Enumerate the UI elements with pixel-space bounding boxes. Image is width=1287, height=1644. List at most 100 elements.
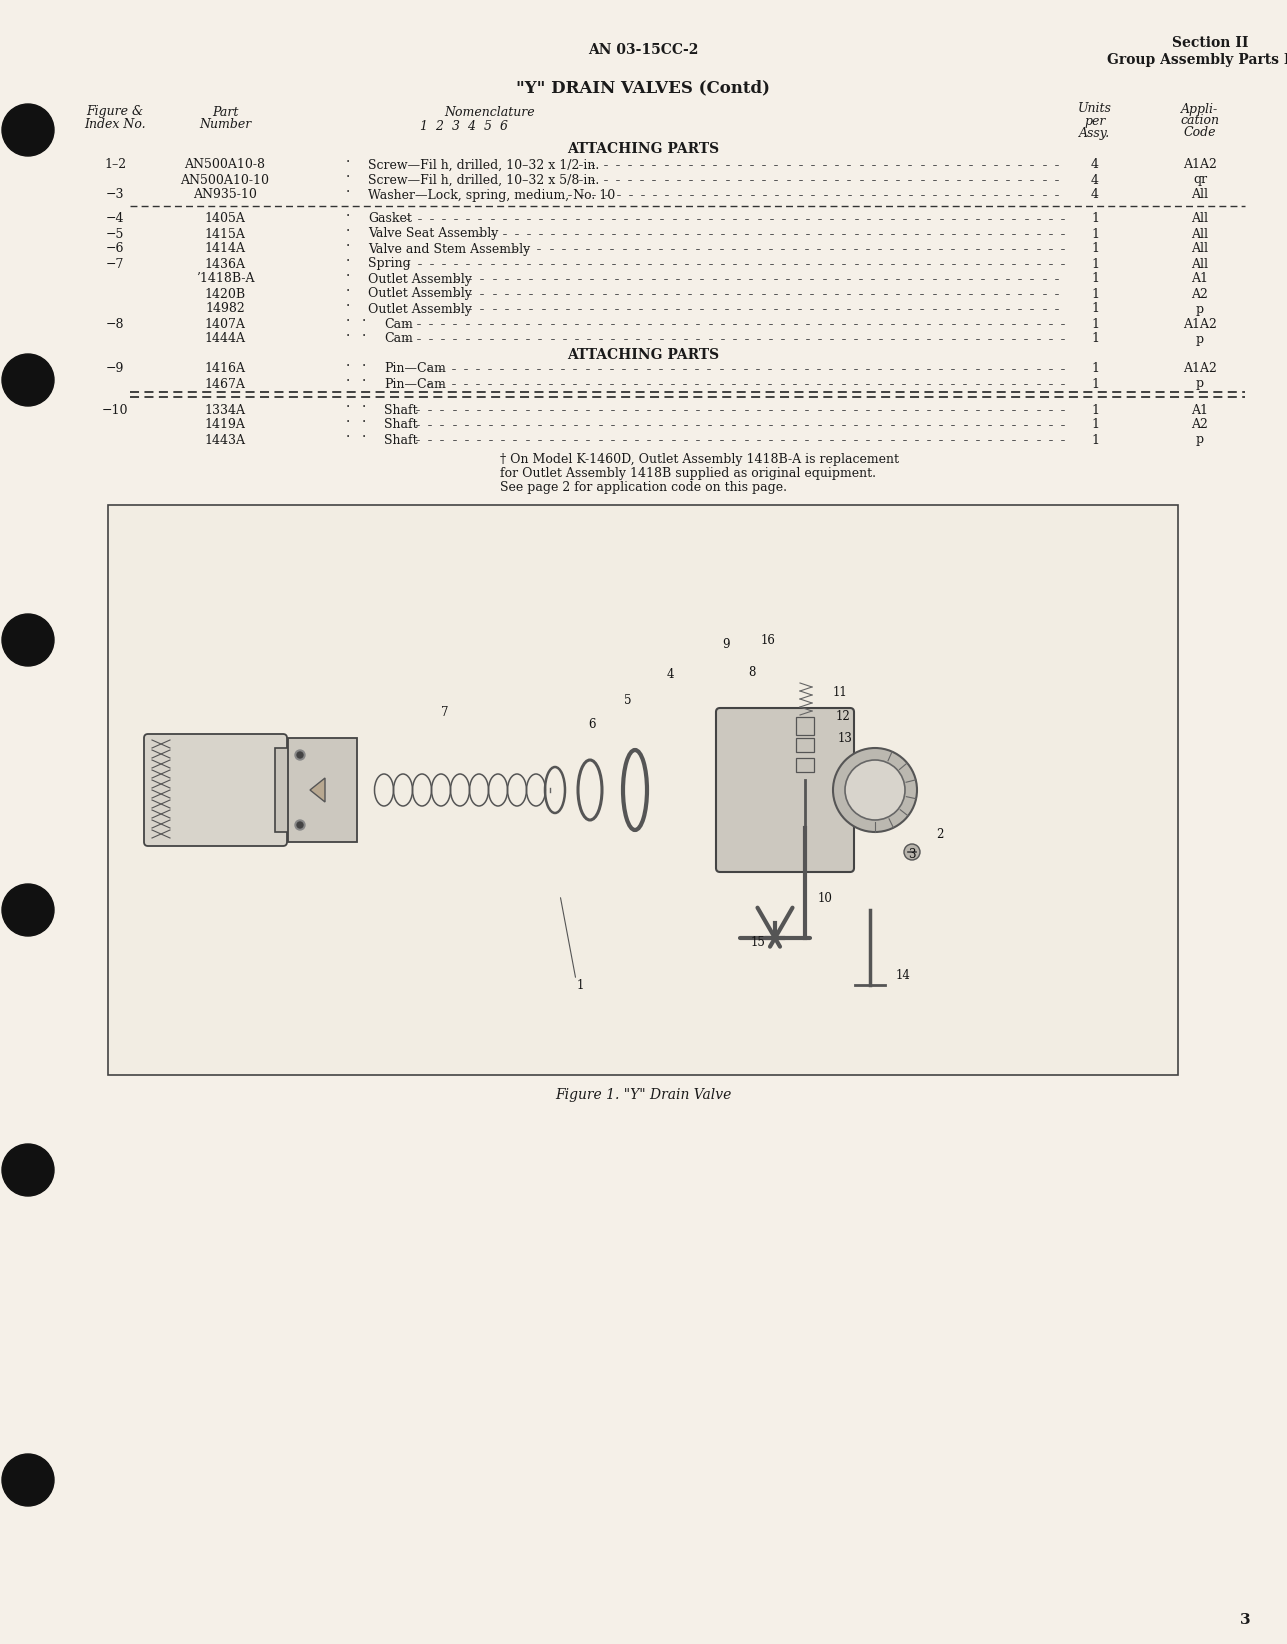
Text: 1: 1 [1091, 273, 1099, 286]
Text: Screw—Fil h, drilled, 10–32 x 1/2 in.: Screw—Fil h, drilled, 10–32 x 1/2 in. [368, 158, 600, 171]
Text: 1: 1 [1091, 243, 1099, 255]
Text: Cam: Cam [384, 332, 413, 345]
Text: A1: A1 [1192, 403, 1208, 416]
Text: ATTACHING PARTS: ATTACHING PARTS [568, 349, 719, 362]
Text: 1416A: 1416A [205, 362, 246, 375]
Text: 1334A: 1334A [205, 403, 246, 416]
Text: 1: 1 [1091, 362, 1099, 375]
Text: Index No.: Index No. [84, 118, 145, 132]
Text: 1419A: 1419A [205, 419, 246, 431]
Text: Appli-: Appli- [1181, 102, 1219, 115]
Text: A1A2: A1A2 [1183, 317, 1218, 330]
Text: .: . [346, 426, 350, 441]
Text: 1: 1 [577, 978, 584, 991]
Text: A1A2: A1A2 [1183, 362, 1218, 375]
Text: .: . [362, 311, 366, 324]
Text: Outlet Assembly: Outlet Assembly [368, 302, 472, 316]
Text: Shaft: Shaft [384, 434, 417, 447]
Circle shape [846, 760, 905, 820]
Text: −9: −9 [106, 362, 124, 375]
Text: 3: 3 [909, 848, 916, 861]
Bar [795, 758, 813, 773]
Text: 15: 15 [750, 935, 766, 949]
Text: All: All [1192, 243, 1208, 255]
Text: AN500A10-10: AN500A10-10 [180, 174, 269, 186]
Text: .: . [362, 326, 366, 339]
Text: −5: −5 [106, 227, 124, 240]
Text: .: . [346, 370, 350, 385]
Text: per: per [1085, 115, 1106, 128]
Circle shape [295, 750, 305, 760]
Text: 9: 9 [722, 638, 730, 651]
Text: 1: 1 [1091, 317, 1099, 330]
Text: 1444A: 1444A [205, 332, 246, 345]
Text: 1: 1 [1091, 419, 1099, 431]
Text: −6: −6 [106, 243, 125, 255]
Text: 3: 3 [1239, 1613, 1250, 1628]
Text: p: p [1196, 332, 1205, 345]
Text: 1  2  3  4  5  6: 1 2 3 4 5 6 [420, 120, 508, 133]
Text: 4: 4 [1091, 189, 1099, 202]
Text: −8: −8 [106, 317, 125, 330]
FancyBboxPatch shape [144, 733, 287, 847]
FancyBboxPatch shape [288, 738, 356, 842]
Text: 4: 4 [1091, 174, 1099, 186]
Text: .: . [362, 370, 366, 385]
Text: Outlet Assembly: Outlet Assembly [368, 288, 472, 301]
Text: 1–2: 1–2 [104, 158, 126, 171]
Text: 4: 4 [1091, 158, 1099, 171]
Text: 1415A: 1415A [205, 227, 246, 240]
Text: All: All [1192, 227, 1208, 240]
Text: 1: 1 [1091, 434, 1099, 447]
Text: qr: qr [1193, 174, 1207, 186]
Text: −4: −4 [106, 212, 125, 225]
Text: Units: Units [1079, 102, 1112, 115]
Bar [795, 717, 813, 735]
Text: † On Model K-1460D, Outlet Assembly 1418B-A is replacement: † On Model K-1460D, Outlet Assembly 1418… [501, 454, 900, 467]
Text: Section II: Section II [1171, 36, 1248, 49]
Text: 1: 1 [1091, 227, 1099, 240]
Text: Washer—Lock, spring, medium, No. 10: Washer—Lock, spring, medium, No. 10 [368, 189, 615, 202]
Text: .: . [346, 166, 350, 179]
Bar [275, 748, 293, 832]
Text: 1: 1 [1091, 378, 1099, 391]
Text: "Y" DRAIN VALVES (Contd): "Y" DRAIN VALVES (Contd) [516, 79, 770, 97]
Text: Shaft: Shaft [384, 419, 417, 431]
Text: 1: 1 [1091, 403, 1099, 416]
Text: 1: 1 [1091, 288, 1099, 301]
Text: 2: 2 [937, 829, 943, 842]
Text: Pin—Cam: Pin—Cam [384, 362, 445, 375]
Text: Pin—Cam: Pin—Cam [384, 378, 445, 391]
Text: Valve and Stem Assembly: Valve and Stem Assembly [368, 243, 530, 255]
Circle shape [3, 104, 54, 156]
Text: Figure &: Figure & [86, 105, 144, 118]
Text: All: All [1192, 212, 1208, 225]
Text: Cam: Cam [384, 317, 413, 330]
Text: −10: −10 [102, 403, 129, 416]
Text: ’1418B-A: ’1418B-A [196, 273, 255, 286]
Text: 16: 16 [761, 633, 776, 646]
Text: 5: 5 [624, 694, 632, 707]
Text: 1405A: 1405A [205, 212, 246, 225]
Text: 1: 1 [1091, 332, 1099, 345]
Text: .: . [362, 426, 366, 441]
Text: 1420B: 1420B [205, 288, 246, 301]
Text: .: . [362, 396, 366, 409]
Text: Part: Part [212, 105, 238, 118]
Circle shape [3, 613, 54, 666]
Bar [108, 505, 1178, 1075]
Text: Figure 1. "Y" Drain Valve: Figure 1. "Y" Drain Valve [555, 1088, 731, 1101]
Text: A1A2: A1A2 [1183, 158, 1218, 171]
Circle shape [297, 751, 302, 758]
Text: .: . [346, 311, 350, 324]
Text: 4: 4 [667, 669, 674, 682]
Circle shape [295, 820, 305, 830]
Text: See page 2 for application code on this page.: See page 2 for application code on this … [501, 482, 786, 495]
Text: p: p [1196, 302, 1205, 316]
Text: Valve Seat Assembly: Valve Seat Assembly [368, 227, 498, 240]
Text: −3: −3 [106, 189, 125, 202]
Text: .: . [346, 220, 350, 233]
Bar [795, 738, 813, 751]
Text: 1: 1 [1091, 258, 1099, 271]
Text: 7: 7 [441, 705, 449, 718]
